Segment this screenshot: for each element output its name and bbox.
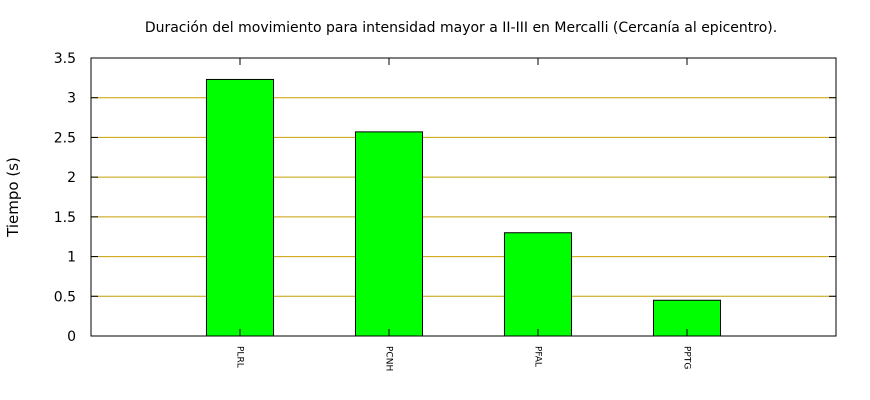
- x-tick-label: PFAL: [533, 346, 543, 367]
- bar-pfal: [503, 232, 573, 337]
- chart-title: Duración del movimiento para intensidad …: [145, 20, 777, 36]
- y-tick-label: 1: [67, 250, 76, 266]
- x-tick-label: PLRL: [235, 346, 245, 368]
- bars: [205, 78, 722, 337]
- y-tick-label: 3.5: [54, 51, 76, 67]
- y-tick-label: 2: [67, 170, 76, 186]
- y-axis-ticks: 0 0.5 1 1.5 2 2.5 3 3.5: [54, 51, 836, 345]
- y-tick-label: 3: [67, 91, 76, 107]
- plot-frame: [90, 57, 837, 337]
- bar-plrl: [205, 78, 275, 337]
- x-tick-label: PCNH: [384, 346, 394, 371]
- y-tick-label: 1.5: [54, 210, 76, 226]
- y-tick-label: 0.5: [54, 289, 76, 305]
- x-axis-ticks: PLRL PCNH PFAL PPTG: [235, 58, 692, 371]
- y-tick-label: 2.5: [54, 130, 76, 146]
- gridlines: [91, 97, 836, 297]
- x-tick-label: PPTG: [682, 346, 692, 369]
- y-tick-label: 0: [67, 329, 76, 345]
- y-axis-label: Tiempo (s): [4, 157, 22, 238]
- bar-pcnh: [354, 131, 424, 337]
